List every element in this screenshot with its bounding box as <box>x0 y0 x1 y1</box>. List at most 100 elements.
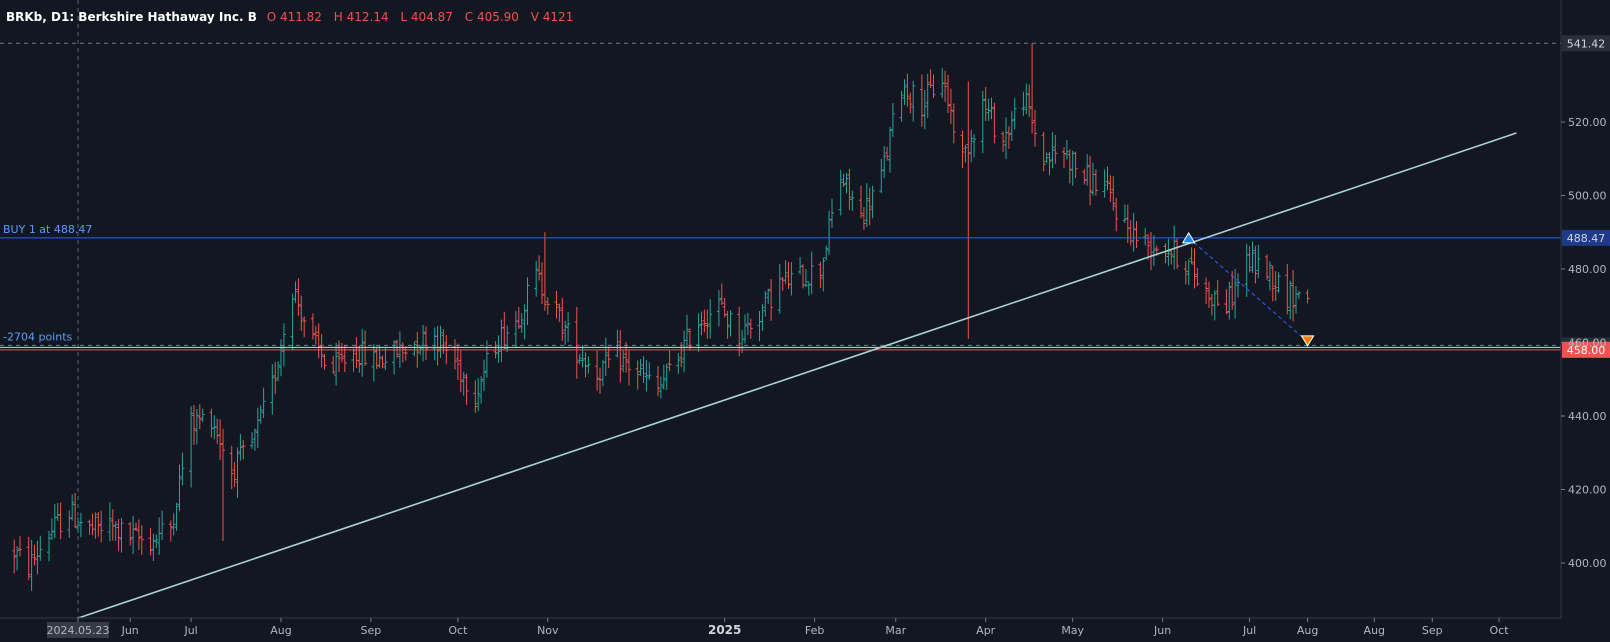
time-tick-label: Jun <box>121 624 139 637</box>
ohlc-bar <box>215 418 220 444</box>
ohlc-bar <box>212 415 217 440</box>
ohlc-bar <box>232 462 237 487</box>
ohlc-bar <box>1067 149 1072 184</box>
ohlc-bar <box>882 145 887 179</box>
ohlc-bar <box>235 447 240 498</box>
ohlc-bar <box>412 341 417 357</box>
ohlc-bar <box>131 515 136 555</box>
ohlc-bar <box>685 314 689 348</box>
ohlc-bar <box>29 539 34 591</box>
price-tag <box>1562 341 1610 358</box>
time-tick-label: 2025 <box>708 623 741 637</box>
price-tag <box>1562 35 1610 52</box>
ohlc-bar <box>557 303 562 322</box>
ohlc-bar <box>1024 83 1029 115</box>
time-tick-label: Apr <box>976 624 996 637</box>
ohlc-bar <box>902 79 907 105</box>
ohlc-bar <box>603 337 608 377</box>
ohlc-bar <box>760 303 765 331</box>
ohlc-bar <box>1183 261 1188 285</box>
ohlc-bar <box>708 299 713 339</box>
ohlc-bar <box>1212 290 1217 321</box>
ohlc-bar <box>986 98 991 121</box>
ohlc-bar <box>1288 280 1293 320</box>
price-tick-label: 400.00 <box>1568 557 1607 570</box>
ohlc-bar <box>26 536 31 580</box>
ohlc-bar <box>151 533 156 562</box>
ohlc-bar <box>116 518 121 552</box>
time-tick-label: Jul <box>183 624 197 637</box>
ohlc-bar <box>725 310 730 339</box>
ohlc-bar <box>160 510 165 540</box>
ohlc-bar <box>421 325 426 362</box>
close-value: C 405.90 <box>464 10 519 24</box>
ohlc-bar <box>748 318 753 339</box>
ohlc-bar <box>1047 152 1052 176</box>
ohlc-bar <box>1305 289 1310 304</box>
ohlc-bar <box>1012 98 1017 130</box>
ohlc-bar <box>194 408 199 445</box>
time-tick-label: Oct <box>448 624 468 637</box>
ohlc-bar <box>1265 254 1269 280</box>
ohlc-bar <box>844 172 849 194</box>
ohlc-bar <box>363 330 368 367</box>
ohlc-bar <box>635 360 640 390</box>
ohlc-bar <box>1073 151 1078 179</box>
ohlc-bar <box>174 502 179 531</box>
ohlc-bar <box>1093 169 1098 196</box>
ohlc-bar <box>1082 168 1087 185</box>
ohlc-bar <box>519 312 524 333</box>
ohlc-bar <box>473 380 478 413</box>
ohlc-bar <box>1009 111 1014 142</box>
ohlc-bar <box>566 312 571 342</box>
ohlc-bar <box>1166 238 1171 266</box>
ohlc-bar <box>1224 289 1229 315</box>
ohlc-bar <box>1021 91 1026 116</box>
ohlc-bar <box>119 517 124 553</box>
ohlc-bar <box>499 319 504 362</box>
ohlc-bar <box>241 439 246 460</box>
ohlc-bar <box>252 428 257 451</box>
ohlc-bar <box>1296 290 1301 299</box>
ohlc-bar <box>861 207 866 230</box>
ohlc-bar <box>32 544 37 566</box>
ohlc-bar <box>806 281 811 296</box>
ohlc-bar <box>545 297 550 315</box>
ohlc-bar <box>809 251 814 295</box>
ohlc-bar <box>496 335 501 363</box>
ohlc-bar <box>542 232 547 311</box>
ohlc-bar <box>1102 169 1107 198</box>
ohlc-bar <box>577 353 582 365</box>
ohlc-bar <box>177 464 182 512</box>
price-tag-label: 541.42 <box>1567 37 1606 50</box>
ohlc-bar <box>270 364 275 415</box>
ohlc-bar <box>1236 273 1240 298</box>
ohlc-bar <box>313 325 318 345</box>
time-tick-label: Aug <box>1297 624 1318 637</box>
price-tick-label: 500.00 <box>1568 190 1607 203</box>
ohlc-bar <box>943 70 948 102</box>
ohlc-bar <box>676 352 681 374</box>
ohlc-bar <box>1105 166 1110 191</box>
ohlc-bar <box>12 539 17 574</box>
ohlc-bar <box>595 350 600 391</box>
ohlc-bar <box>554 291 559 319</box>
ohlc-bar <box>310 313 315 340</box>
ohlc-bar <box>1230 271 1235 310</box>
ohlc-bar <box>864 183 869 227</box>
ohlc-bar <box>73 492 78 529</box>
ohlc-bar <box>516 306 521 329</box>
ohlc-bar <box>830 198 834 228</box>
ohlc-bar <box>258 405 263 424</box>
buy-arrow-icon <box>1181 231 1196 244</box>
ohlc-bar <box>983 86 988 121</box>
ohlc-bar <box>658 376 663 399</box>
ohlc-bar <box>1207 281 1211 308</box>
ohlc-bar <box>946 74 950 113</box>
time-tick-label: May <box>1061 624 1084 637</box>
ohlc-bar <box>250 432 254 449</box>
ohlc-bar <box>679 342 684 368</box>
ohlc-bar <box>1143 227 1148 246</box>
ohlc-bar <box>55 503 60 521</box>
